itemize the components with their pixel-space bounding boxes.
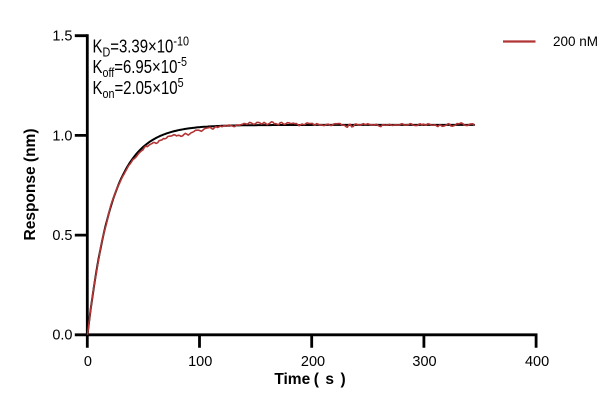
svg-text:0.0: 0.0 (52, 328, 72, 344)
svg-text:Time(s): Time(s) (274, 371, 345, 388)
svg-text:Kon=2.05×105: Kon=2.05×105 (93, 75, 184, 101)
svg-text:300: 300 (412, 354, 436, 370)
svg-text:400: 400 (525, 354, 549, 370)
svg-text:0: 0 (84, 354, 92, 370)
svg-text:1.0: 1.0 (52, 128, 72, 144)
svg-text:200: 200 (301, 354, 325, 370)
svg-text:100: 100 (188, 354, 212, 370)
svg-text:200 nM: 200 nM (553, 34, 598, 49)
svg-text:1.5: 1.5 (52, 29, 72, 45)
svg-text:0.5: 0.5 (52, 228, 72, 244)
svg-text:Response (nm): Response (nm) (22, 129, 39, 241)
